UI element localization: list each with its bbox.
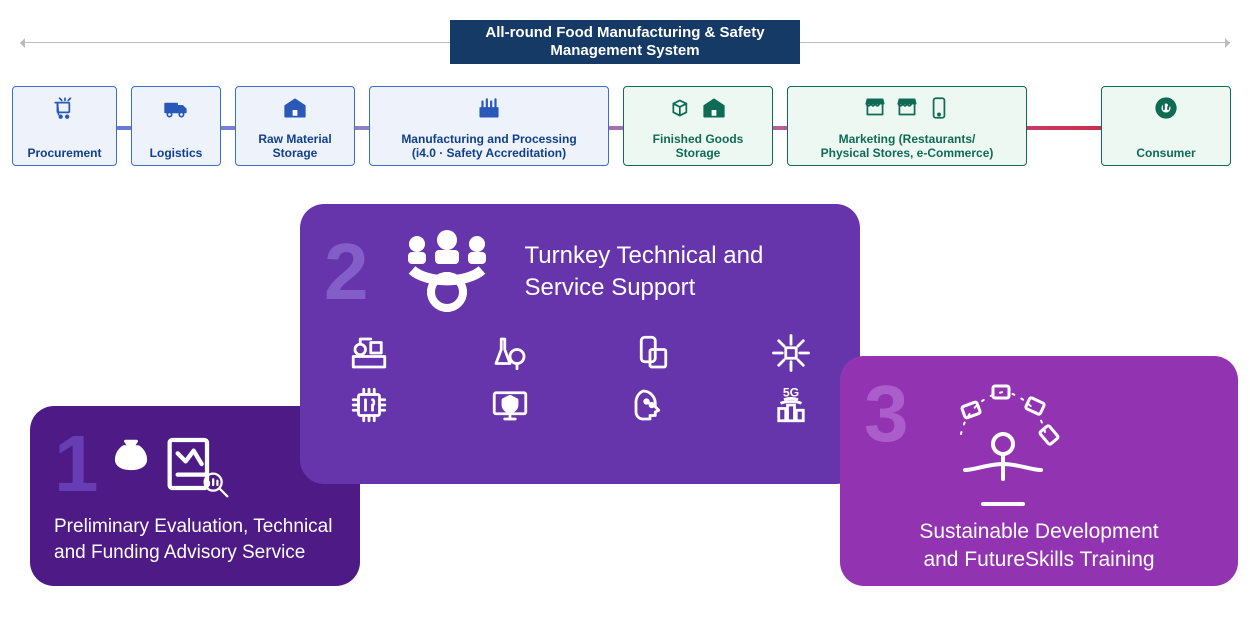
stage-manufacturing-label: Manufacturing and Processing(i4.0 · Safe… — [401, 133, 576, 161]
ai-head-icon — [605, 384, 696, 426]
card1-number: 1 — [54, 424, 99, 504]
factory-icon — [476, 95, 502, 121]
stage-manufacturing-icons — [476, 93, 502, 123]
stage-marketing: Marketing (Restaurants/Physical Stores, … — [787, 86, 1027, 166]
card2-title: Turnkey Technical andService Support — [525, 240, 764, 305]
pallet-icon — [669, 95, 695, 121]
cart-icon — [52, 95, 78, 121]
header-title-text: All-round Food Manufacturing & Safety Ma… — [474, 24, 776, 60]
stage-marketing-icons — [862, 93, 952, 123]
card2-icon-grid: 5G — [324, 332, 836, 426]
juggler-icon — [923, 374, 1083, 514]
stage-manufacturing: Manufacturing and Processing(i4.0 · Safe… — [369, 86, 609, 166]
card-2: 2 Turnkey Technical andService Support 5… — [300, 204, 860, 484]
shield-pc-icon — [465, 384, 556, 426]
stage-procurement: Procurement — [12, 86, 117, 166]
truck-icon — [163, 95, 189, 121]
card3-number: 3 — [864, 374, 909, 454]
stage-procurement-icons — [52, 93, 78, 123]
warehouse-icon — [282, 95, 308, 121]
chip-icon — [324, 384, 415, 426]
5g-icon: 5G — [746, 384, 837, 426]
plate-icon — [1153, 95, 1179, 121]
header-row: All-round Food Manufacturing & Safety Ma… — [10, 20, 1240, 64]
labs-icon — [465, 332, 556, 374]
card3-title: Sustainable Developmentand FutureSkills … — [864, 518, 1214, 575]
stage-consumer: Consumer — [1101, 86, 1231, 166]
moneybag-icon: $ — [109, 432, 153, 496]
card1-title: Preliminary Evaluation, Technical and Fu… — [54, 514, 336, 565]
stage-consumer-label: Consumer — [1136, 147, 1195, 161]
report-icon — [159, 432, 223, 496]
stage-logistics-label: Logistics — [150, 147, 203, 161]
card2-number: 2 — [324, 232, 369, 312]
stage-logistics-icons — [163, 93, 189, 123]
store-icon — [862, 95, 888, 121]
svg-text:$: $ — [126, 451, 134, 467]
team-gear-icon — [387, 222, 507, 322]
cards-area: 1 $ Preliminary Evaluation, Technical an… — [10, 196, 1240, 596]
flow-stages: Procurement Logistics Raw MaterialStorage M… — [10, 86, 1240, 166]
stage-fg-storage: Finished GoodsStorage — [623, 86, 773, 166]
warehouse-icon — [701, 95, 727, 121]
card-3: 3 Sustainable Developmentand FutureSkill… — [840, 356, 1238, 586]
flow-row: Procurement Logistics Raw MaterialStorage M… — [10, 86, 1240, 166]
store-icon — [894, 95, 920, 121]
stage-procurement-label: Procurement — [27, 147, 101, 161]
stage-raw-storage-label: Raw MaterialStorage — [258, 133, 331, 161]
stage-fg-storage-icons — [669, 93, 727, 123]
stage-raw-storage-icons — [282, 93, 308, 123]
stage-raw-storage: Raw MaterialStorage — [235, 86, 355, 166]
stage-fg-storage-label: Finished GoodsStorage — [653, 133, 744, 161]
robot-icon — [324, 332, 415, 374]
stage-consumer-icons — [1153, 93, 1179, 123]
circuit-icon — [746, 332, 837, 374]
devices-icon — [605, 332, 696, 374]
stage-marketing-label: Marketing (Restaurants/Physical Stores, … — [821, 133, 994, 161]
magnifier-icon — [199, 468, 233, 502]
header-title-box: All-round Food Manufacturing & Safety Ma… — [450, 20, 800, 64]
phone-icon — [926, 95, 952, 121]
stage-logistics: Logistics — [131, 86, 221, 166]
